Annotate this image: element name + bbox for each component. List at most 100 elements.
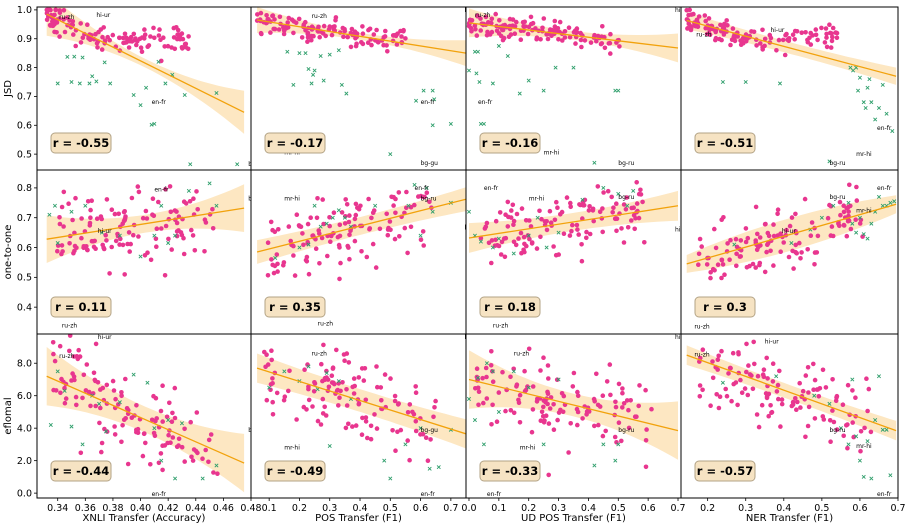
language-pair-point [74,402,79,408]
outlier-point [592,463,597,468]
language-pair-point [803,30,808,35]
pair-label: hi-ur [464,7,478,14]
outlier-point [418,426,423,431]
language-pair-point [206,437,212,443]
language-pair-point [378,385,384,390]
pair-label: ru-zh [59,353,75,360]
language-pair-point [560,38,565,43]
language-pair-point [766,413,771,419]
language-pair-point [315,418,321,424]
language-pair-point [87,223,93,228]
language-pair-point [594,38,599,44]
language-pair-point [57,343,63,349]
language-pair-point [309,37,314,43]
language-pair-point [858,217,864,223]
language-pair-point [411,411,417,417]
language-pair-point [133,36,138,41]
language-pair-point [824,31,829,37]
language-pair-point [547,208,553,214]
outlier-point [117,400,122,405]
outlier-point [505,54,510,59]
language-pair-point [600,24,605,29]
language-pair-point [398,427,404,433]
language-pair-point [478,16,483,21]
language-pair-point [482,226,488,231]
language-pair-point [558,212,563,217]
language-pair-point [203,161,208,166]
language-pair-point [79,216,84,221]
language-pair-point [729,398,734,404]
language-pair-point [616,381,622,387]
language-pair-point [183,44,189,50]
language-pair-point [829,224,835,229]
outlier-point [553,65,558,70]
language-pair-point [794,407,799,413]
language-pair-point [195,207,200,212]
language-pair-point [697,383,703,388]
language-pair-point [424,190,430,195]
language-pair-point [141,431,147,437]
language-pair-point [392,398,398,404]
language-pair-point [579,242,584,247]
language-pair-point [182,426,187,432]
language-pair-point [374,364,379,369]
language-pair-point [321,23,327,29]
language-pair-point [433,398,438,404]
language-pair-point [580,416,585,421]
language-pair-point [281,260,287,265]
language-pair-point [328,239,333,244]
panel-points [47,161,219,278]
language-pair-point [142,253,148,258]
y-tick-label: 0.4 [17,302,32,313]
language-pair-point [632,414,638,420]
language-pair-point [570,222,575,228]
language-pair-point [191,196,196,201]
language-pair-point [708,275,713,281]
outlier-point [318,224,323,229]
language-pair-point [316,228,322,233]
language-pair-point [270,376,275,381]
language-pair-point [777,368,782,374]
language-pair-point [128,34,134,40]
language-pair-point [613,399,618,405]
language-pair-point [854,184,859,190]
language-pair-point [534,399,540,404]
language-pair-point [607,362,613,367]
language-pair-point [757,262,762,268]
language-pair-point [851,434,856,440]
language-pair-point [475,13,480,19]
language-pair-point [619,226,624,231]
correlation-box [694,460,756,482]
panel-points [466,11,622,165]
x-tick-label: 0.42 [158,503,179,514]
correlation-value: r = -0.49 [267,464,323,478]
correlation-value: r = 0.3 [703,300,747,314]
language-pair-point [575,422,580,428]
pair-label: bg [248,427,256,434]
outlier-point [850,221,855,226]
language-pair-point [760,27,765,33]
language-pair-point [765,230,771,236]
outlier-point [436,465,441,470]
language-pair-point [624,398,630,403]
language-pair-point [758,41,763,46]
language-pair-point [620,386,625,391]
language-pair-point [89,198,94,203]
language-pair-point [528,14,534,20]
language-pair-point [724,393,730,399]
language-pair-point [160,383,165,389]
language-pair-point [157,27,162,32]
language-pair-point [730,26,736,31]
language-pair-point [569,228,574,234]
outlier-point [102,60,107,65]
outlier-point [430,88,435,93]
language-pair-point [514,382,520,388]
language-pair-point [285,20,291,25]
outlier-point [207,181,212,186]
language-pair-point [264,397,270,403]
language-pair-point [578,37,584,43]
pair-label: ru-zh [514,350,530,357]
language-pair-point [335,234,341,240]
language-pair-point [258,10,264,16]
outlier-point [156,59,161,64]
